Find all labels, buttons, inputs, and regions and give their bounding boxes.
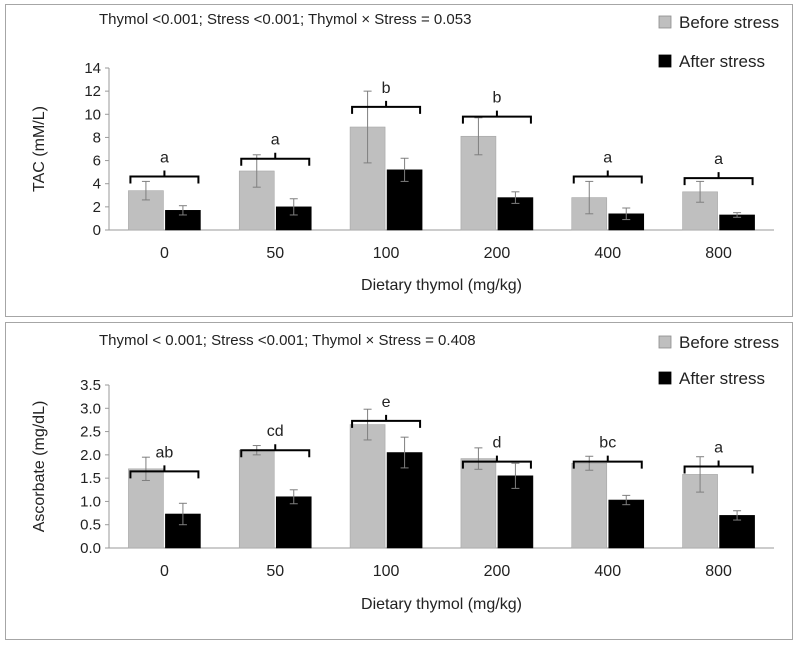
x-tick-label: 400 [594, 245, 621, 262]
legend-label-after: After stress [679, 52, 765, 71]
significance-letter: b [492, 90, 501, 107]
x-tick-label: 50 [266, 245, 284, 262]
y-tick-label: 10 [84, 106, 101, 123]
tac-chart: Thymol <0.001; Stress <0.001; Thymol × S… [31, 11, 779, 294]
bar-after-50 [275, 496, 312, 549]
y-tick-label: 4 [93, 176, 101, 193]
stats-annotation: Thymol <0.001; Stress <0.001; Thymol × S… [99, 11, 471, 28]
y-tick-label: 1.0 [80, 493, 101, 510]
legend-swatch-after [658, 371, 672, 385]
x-tick-label: 400 [594, 563, 621, 580]
significance-bracket [240, 444, 311, 458]
significance-letter: bc [599, 435, 616, 452]
significance-letter: a [603, 150, 612, 167]
y-tick-label: 2.0 [80, 447, 101, 464]
significance-letter: a [160, 150, 169, 167]
significance-letter: a [714, 440, 723, 457]
significance-letter: ab [156, 444, 174, 461]
y-tick-label: 12 [84, 83, 101, 100]
significance-bracket [461, 455, 532, 469]
bar-before-100 [349, 424, 386, 549]
x-tick-label: 800 [705, 563, 732, 580]
significance-bracket [129, 465, 200, 479]
bar-before-400 [571, 462, 608, 549]
bar-after-0 [165, 513, 201, 549]
x-tick-label: 50 [266, 563, 284, 580]
significance-bracket [683, 460, 754, 474]
x-tick-label: 800 [705, 245, 732, 262]
significance-bracket [129, 170, 200, 184]
y-axis-label: TAC (mM/L) [31, 106, 48, 192]
y-tick-label: 3.5 [80, 377, 101, 394]
bar-before-800 [682, 474, 718, 549]
significance-bracket [572, 170, 643, 184]
y-tick-label: 0.0 [80, 540, 101, 557]
x-tick-label: 200 [484, 563, 511, 580]
significance-letter: e [382, 394, 391, 411]
ascorbate-chart-panel: Thymol < 0.001; Stress <0.001; Thymol × … [5, 322, 793, 640]
y-tick-label: 6 [93, 153, 101, 170]
x-tick-label: 200 [484, 245, 511, 262]
legend-label-before: Before stress [679, 333, 779, 352]
significance-letter: d [492, 435, 501, 452]
stats-annotation: Thymol < 0.001; Stress <0.001; Thymol × … [99, 332, 476, 349]
y-tick-label: 1.5 [80, 470, 101, 487]
significance-bracket [351, 414, 422, 428]
y-tick-label: 14 [84, 60, 101, 77]
x-tick-label: 100 [373, 563, 400, 580]
y-tick-label: 0.5 [80, 517, 101, 534]
bar-before-200 [460, 458, 497, 549]
y-tick-label: 8 [93, 129, 101, 146]
y-tick-label: 0 [93, 222, 101, 239]
legend-label-before: Before stress [679, 13, 779, 32]
x-tick-label: 0 [160, 563, 169, 580]
x-axis-label: Dietary thymol (mg/kg) [361, 596, 522, 613]
significance-letter: b [382, 80, 391, 97]
tac-chart-panel: Thymol <0.001; Stress <0.001; Thymol × S… [5, 4, 793, 317]
bar-after-400 [608, 499, 645, 549]
bar-before-0 [128, 468, 164, 549]
bar-before-50 [238, 449, 275, 549]
y-tick-label: 3.0 [80, 400, 101, 417]
bar-after-800 [719, 515, 755, 549]
legend-swatch-after [658, 54, 672, 68]
significance-bracket [351, 100, 422, 114]
significance-bracket [240, 152, 311, 166]
y-axis-label: Ascorbate (mg/dL) [31, 401, 48, 533]
significance-bracket [683, 172, 754, 186]
significance-bracket [572, 455, 643, 469]
y-tick-label: 2 [93, 199, 101, 216]
x-tick-label: 100 [373, 245, 400, 262]
significance-letter: a [714, 151, 723, 168]
legend-swatch-before [658, 335, 672, 349]
legend-label-after: After stress [679, 369, 765, 388]
bar-after-100 [386, 452, 423, 549]
significance-letter: cd [267, 423, 284, 440]
ascorbate-chart: Thymol < 0.001; Stress <0.001; Thymol × … [31, 332, 779, 613]
y-tick-label: 2.5 [80, 424, 101, 441]
legend-swatch-before [658, 15, 672, 29]
x-axis-label: Dietary thymol (mg/kg) [361, 277, 522, 294]
significance-letter: a [271, 132, 280, 149]
significance-bracket [461, 110, 532, 124]
x-tick-label: 0 [160, 245, 169, 262]
